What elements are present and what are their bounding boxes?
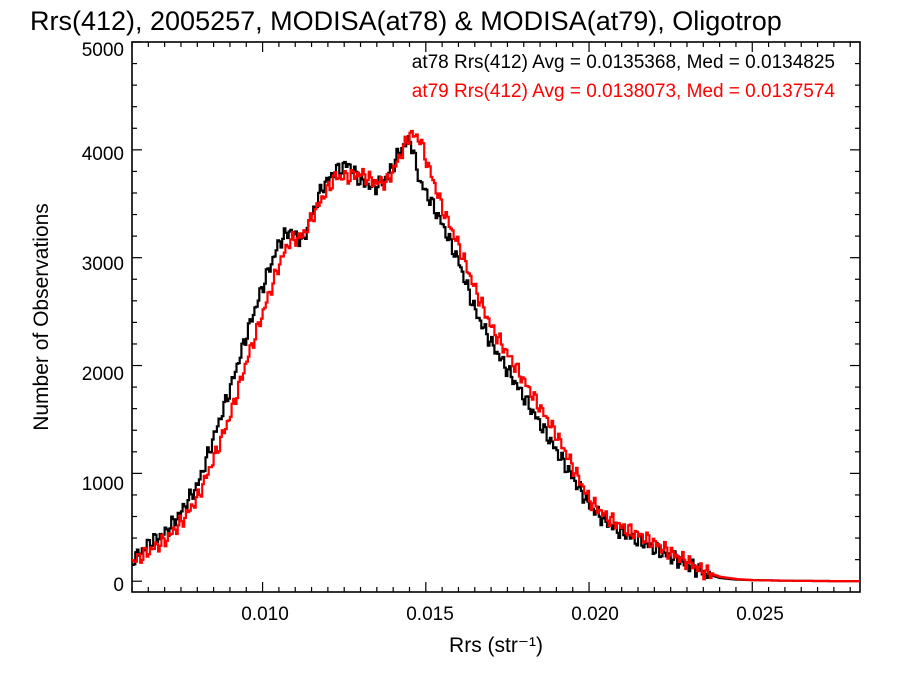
series-layer bbox=[132, 129, 860, 583]
y-tick-label: 3000 bbox=[82, 254, 124, 275]
legend-stats-at78: at78 Rrs(412) Avg = 0.0135368, Med = 0.0… bbox=[412, 52, 835, 73]
legend-stats-at79: at79 Rrs(412) Avg = 0.0138073, Med = 0.0… bbox=[412, 81, 836, 102]
series-at78-line bbox=[132, 135, 860, 583]
axis-ticks bbox=[131, 41, 860, 592]
y-tick-label: 1000 bbox=[82, 474, 124, 495]
y-axis-label: Number of Observations bbox=[30, 203, 53, 431]
x-tick-label: 0.025 bbox=[736, 604, 784, 625]
y-tick-label: 5000 bbox=[82, 40, 124, 61]
y-tick-label: 4000 bbox=[82, 144, 124, 165]
x-tick-label: 0.020 bbox=[571, 604, 619, 625]
x-axis-label: Rrs (str⁻¹) bbox=[449, 634, 543, 657]
x-tick-label: 0.010 bbox=[241, 604, 289, 625]
x-tick-label: 0.015 bbox=[406, 604, 454, 625]
chart-title: Rrs(412), 2005257, MODISA(at78) & MODISA… bbox=[30, 6, 782, 36]
y-tick-label: 0 bbox=[113, 575, 124, 596]
series-at79-line bbox=[132, 129, 860, 583]
y-tick-label: 2000 bbox=[82, 364, 124, 385]
plot-frame bbox=[131, 41, 861, 593]
